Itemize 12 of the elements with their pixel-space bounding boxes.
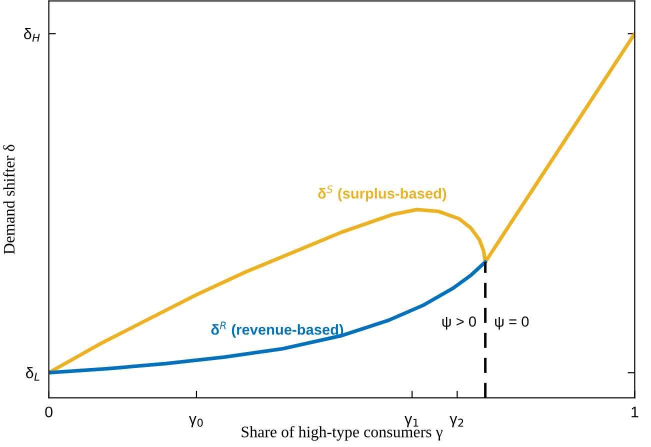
annotation: ψ > 0 <box>442 316 476 330</box>
x-tick-label: 1 <box>632 406 638 418</box>
x-tick-label: 0 <box>45 406 52 418</box>
y-axis-title: Demand shifter δ <box>3 144 15 254</box>
text: γ$_{0}$ <box>188 416 203 428</box>
text: γ$_{2}$ <box>450 416 464 428</box>
text: δ$_{L}$ <box>26 367 40 381</box>
series-label: δ$^{S}$ (surplus-based) <box>318 185 446 202</box>
series-label: δ$^{R}$ (revenue-based) <box>211 322 344 338</box>
text: δ$_{H}$ <box>24 28 40 42</box>
annotation: ψ = 0 <box>495 316 529 330</box>
text: γ$_{1}$ <box>404 416 418 428</box>
